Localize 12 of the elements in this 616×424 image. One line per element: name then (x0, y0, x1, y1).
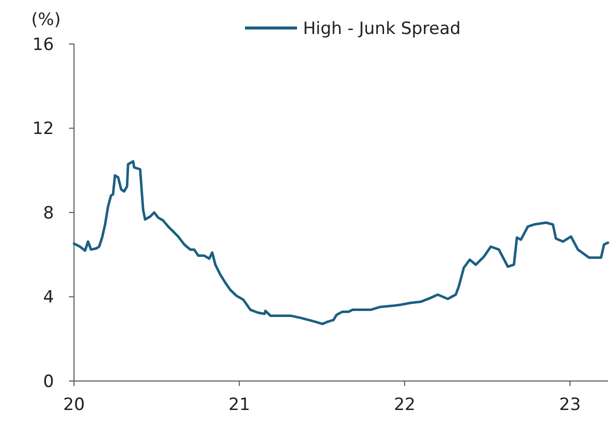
x-tick-label: 21 (228, 395, 250, 415)
legend-label: High - Junk Spread (303, 18, 461, 39)
x-tick-label: 23 (559, 395, 581, 415)
y-axis-title: (%) (31, 10, 61, 30)
y-tick-label: 16 (32, 34, 54, 55)
y-tick-label: 0 (43, 372, 54, 392)
y-tick-label: 12 (32, 119, 54, 140)
y-tick-label: 8 (43, 203, 54, 224)
y-tick-label: 4 (43, 288, 54, 308)
line-series (72, 160, 610, 326)
x-tick-label: 20 (63, 395, 85, 415)
x-tick-label: 22 (394, 395, 416, 415)
